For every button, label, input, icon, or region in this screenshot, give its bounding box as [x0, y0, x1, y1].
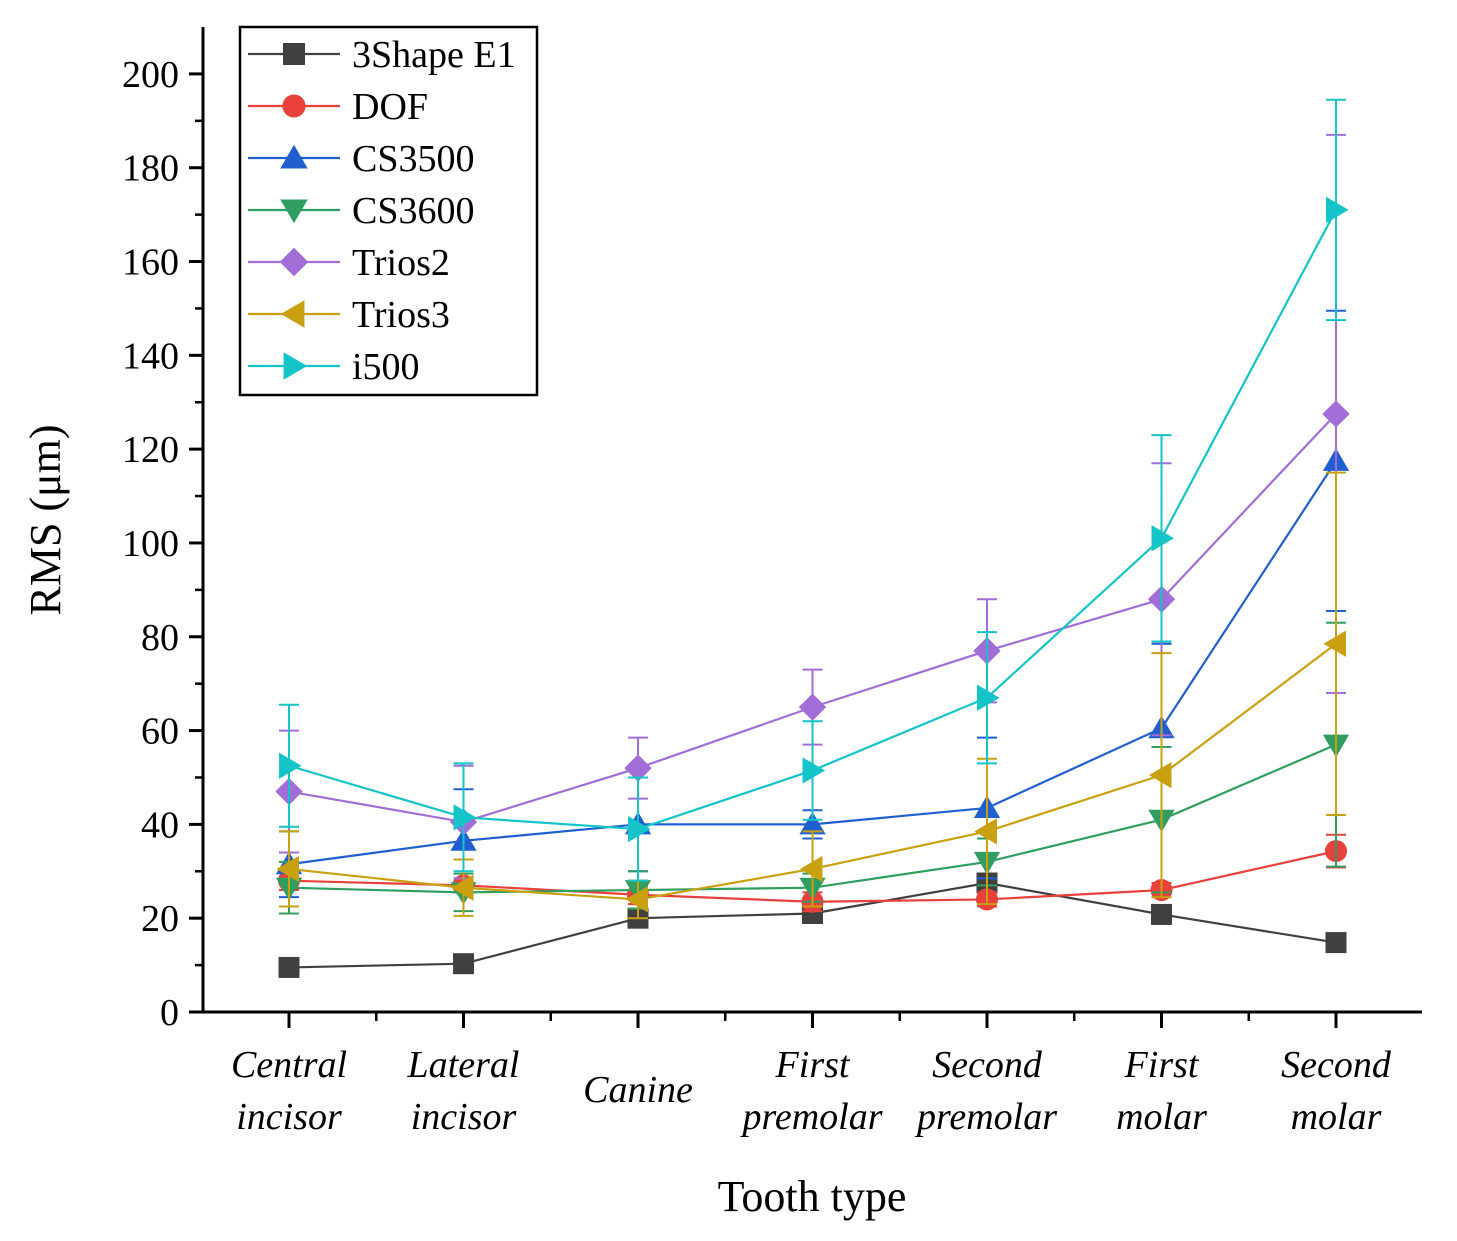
legend-item-cs3500: CS3500 [248, 138, 474, 180]
legend-label: CS3600 [352, 190, 474, 232]
x-tick-label: Second premolar [914, 1044, 1057, 1138]
series-trios3 [276, 471, 1346, 920]
y-tick-label: 160 [122, 242, 179, 284]
data-point-diamond [1322, 400, 1350, 428]
y-tick-label: 20 [141, 898, 179, 940]
legend-item-3shape-e1: 3Shape E1 [248, 34, 516, 76]
legend-item-dof: DOF [248, 86, 428, 128]
data-point-triangle-right [283, 352, 308, 380]
x-tick-label-line: Central [231, 1044, 347, 1086]
x-tick-label-line: First [1124, 1044, 1200, 1086]
data-point-triangle-left [450, 874, 474, 901]
legend-label: DOF [352, 86, 428, 128]
data-point-square [1325, 932, 1347, 954]
x-tick-label-line: molar [1116, 1096, 1207, 1138]
x-tick-label-line: incisor [236, 1096, 342, 1138]
legend-item-cs3600: CS3600 [248, 190, 474, 232]
data-point-square [278, 956, 300, 978]
data-point-square [283, 43, 305, 65]
data-point-triangle-right [1151, 525, 1175, 552]
y-tick-label: 180 [122, 148, 179, 190]
y-tick-label: 140 [122, 335, 179, 377]
legend-label: i500 [352, 346, 420, 388]
x-tick-label-line: Second [932, 1044, 1043, 1086]
data-point-triangle-up [799, 811, 826, 835]
data-point-triangle-left [276, 855, 299, 883]
x-tick-label-line: premolar [739, 1096, 882, 1138]
x-ticks: Central incisor Lateral incisor Canine First p… [231, 1012, 1392, 1138]
data-point-triangle-right [279, 752, 302, 779]
legend-item-i500: i500 [248, 346, 420, 388]
x-tick-label: Canine [583, 1069, 693, 1111]
y-tick-label: 200 [122, 54, 179, 96]
data-point-triangle-up [280, 144, 308, 169]
y-axis-title: RMS (μm) [21, 424, 70, 615]
data-point-triangle-left [280, 300, 305, 328]
data-point-diamond [279, 247, 309, 277]
data-point-triangle-down [280, 199, 308, 224]
data-point-triangle-right [628, 815, 651, 843]
legend-label: CS3500 [352, 138, 474, 180]
x-tick-label-line: Canine [583, 1069, 693, 1111]
data-point-triangle-right [977, 684, 1000, 711]
data-point-square [453, 953, 474, 975]
legend-label: Trios2 [352, 242, 450, 284]
y-tick-label: 120 [122, 429, 179, 471]
x-tick-label-line: premolar [914, 1096, 1057, 1138]
y-tick-label: 80 [141, 617, 179, 659]
x-tick-label: Lateral incisor [407, 1044, 520, 1138]
x-tick-label: First molar [1116, 1044, 1207, 1138]
x-tick-label-line: incisor [411, 1096, 517, 1138]
x-tick-label-line: molar [1291, 1096, 1382, 1138]
data-point-diamond [624, 754, 652, 782]
legend-item-trios3: Trios3 [248, 294, 450, 336]
y-tick-label: 60 [141, 711, 179, 753]
legend-label: Trios3 [352, 294, 450, 336]
series-layer [275, 98, 1350, 978]
data-point-diamond [798, 693, 827, 721]
x-tick-label: First premolar [739, 1044, 882, 1138]
x-tick-label: Second molar [1281, 1044, 1392, 1138]
data-point-triangle-right [1326, 196, 1349, 224]
x-tick-label: Central incisor [231, 1044, 347, 1138]
x-tick-label-line: Second [1281, 1044, 1392, 1086]
legend-item-trios2: Trios2 [248, 242, 450, 284]
y-tick-label: 0 [160, 992, 179, 1034]
y-ticks: 0 20 40 60 80 100 120 140 160 180 200 [122, 54, 203, 1034]
x-axis-title: Tooth type [718, 1172, 907, 1221]
data-point-triangle-left [1148, 762, 1172, 789]
data-point-circle [282, 94, 306, 118]
data-point-triangle-right [802, 757, 826, 784]
legend: 3Shape E1 DOF CS3500 CS3600 Trios2 Trios3 i500 [238, 25, 539, 397]
legend-label: 3Shape E1 [352, 34, 516, 76]
y-tick-label: 40 [141, 804, 179, 846]
data-point-triangle-left [625, 886, 648, 913]
x-tick-label-line: Lateral [407, 1044, 520, 1086]
data-point-triangle-left [799, 855, 823, 883]
data-point-triangle-left [974, 818, 997, 845]
data-point-square [1151, 903, 1172, 925]
data-point-triangle-right [453, 804, 477, 831]
x-tick-label-line: First [775, 1044, 851, 1086]
data-point-triangle-left [1323, 630, 1346, 657]
series-i500 [279, 98, 1349, 882]
y-tick-label: 100 [122, 523, 179, 565]
